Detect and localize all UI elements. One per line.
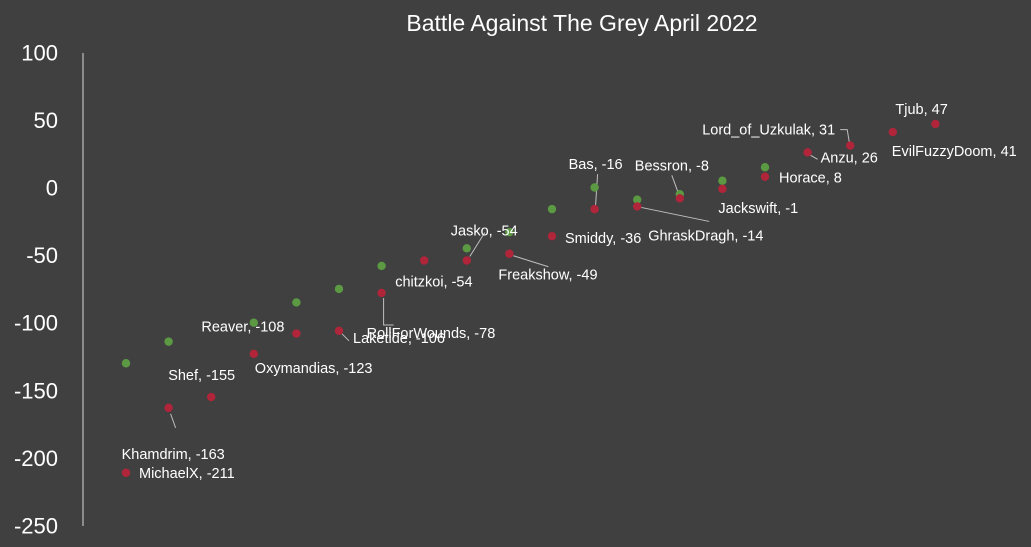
data-label: Jackswift, -1 xyxy=(718,201,798,217)
data-label: Bessron, -8 xyxy=(635,158,709,174)
green-data-point xyxy=(718,176,727,185)
red-data-point xyxy=(590,204,599,214)
y-tick-label: 100 xyxy=(21,40,58,65)
leader-line xyxy=(469,232,486,257)
data-label: Smiddy, -36 xyxy=(565,231,641,247)
red-data-point xyxy=(803,148,812,157)
red-data-point xyxy=(846,141,855,150)
y-tick-label: -250 xyxy=(14,514,58,539)
red-data-point xyxy=(505,249,514,258)
data-label: Shef, -155 xyxy=(168,368,235,384)
data-label: RollForWounds, -78 xyxy=(367,326,496,342)
leader-line xyxy=(341,333,350,342)
red-data-point xyxy=(334,326,344,336)
data-label: Reaver, -108 xyxy=(201,320,284,336)
y-tick-label: 0 xyxy=(46,176,58,201)
red-data-point xyxy=(675,194,684,203)
red-data-point xyxy=(760,172,770,181)
leader-line xyxy=(810,154,818,160)
red-data-point xyxy=(164,403,173,413)
green-data-point xyxy=(164,337,173,346)
red-data-point xyxy=(121,468,131,477)
green-data-point xyxy=(462,244,471,253)
data-label: Anzu, 26 xyxy=(821,150,878,166)
red-data-point xyxy=(888,127,897,137)
green-data-point xyxy=(547,204,557,214)
red-data-point xyxy=(462,256,471,265)
leader-line xyxy=(840,129,850,142)
red-data-point xyxy=(420,256,429,265)
green-data-point xyxy=(505,227,514,237)
red-data-point xyxy=(377,288,386,298)
data-label: GhraskDragh, -14 xyxy=(648,228,763,244)
data-label: Laketide, -106 xyxy=(353,331,445,347)
data-label: Lord_of_Uzkulak, 31 xyxy=(702,123,835,139)
data-labels: MichaelX, -211 Khamdrim, -163 Shef, -155 Ox… xyxy=(122,102,1017,482)
red-data-point xyxy=(292,329,301,338)
y-axis-ticks: 100 50 0 -50 -100 -150 -200 -250 xyxy=(14,40,58,538)
red-data-point xyxy=(718,184,727,194)
green-data-point xyxy=(760,163,770,172)
red-data-point xyxy=(249,349,258,358)
data-label: chitzkoi, -54 xyxy=(395,275,472,291)
green-data-point xyxy=(334,284,344,294)
green-data-point xyxy=(249,318,258,327)
leader-line xyxy=(513,255,549,268)
data-label: MichaelX, -211 xyxy=(139,466,235,482)
data-label: Horace, 8 xyxy=(779,171,842,187)
leader-lines xyxy=(170,129,850,429)
data-label: Khamdrim, -163 xyxy=(122,447,225,463)
data-label: Tjub, 47 xyxy=(895,102,947,118)
chart-title: Battle Against The Grey April 2022 xyxy=(406,10,757,36)
green-data-point xyxy=(292,298,301,307)
red-data-point xyxy=(931,119,940,129)
leader-line xyxy=(383,297,394,326)
green-data-point xyxy=(377,261,386,271)
y-tick-label: -50 xyxy=(26,243,58,268)
red-data-point xyxy=(207,392,216,402)
data-label: Oxymandias, -123 xyxy=(255,361,373,377)
data-label: Jasko, -54 xyxy=(451,224,518,240)
green-data-point xyxy=(121,359,131,368)
data-label: EvilFuzzyDoom, 41 xyxy=(892,144,1017,160)
data-points xyxy=(121,119,940,477)
green-data-point xyxy=(633,195,642,204)
leader-line xyxy=(170,413,177,429)
data-label: Bas, -16 xyxy=(569,157,623,173)
green-data-point xyxy=(590,183,599,192)
y-tick-label: -200 xyxy=(14,446,58,471)
y-tick-label: -150 xyxy=(14,378,58,403)
red-data-point xyxy=(547,231,557,241)
red-data-point xyxy=(633,202,642,211)
y-tick-label: -100 xyxy=(14,311,58,336)
y-tick-label: 50 xyxy=(34,108,58,133)
leader-line xyxy=(641,206,710,222)
data-label: Freakshow, -49 xyxy=(498,268,597,284)
